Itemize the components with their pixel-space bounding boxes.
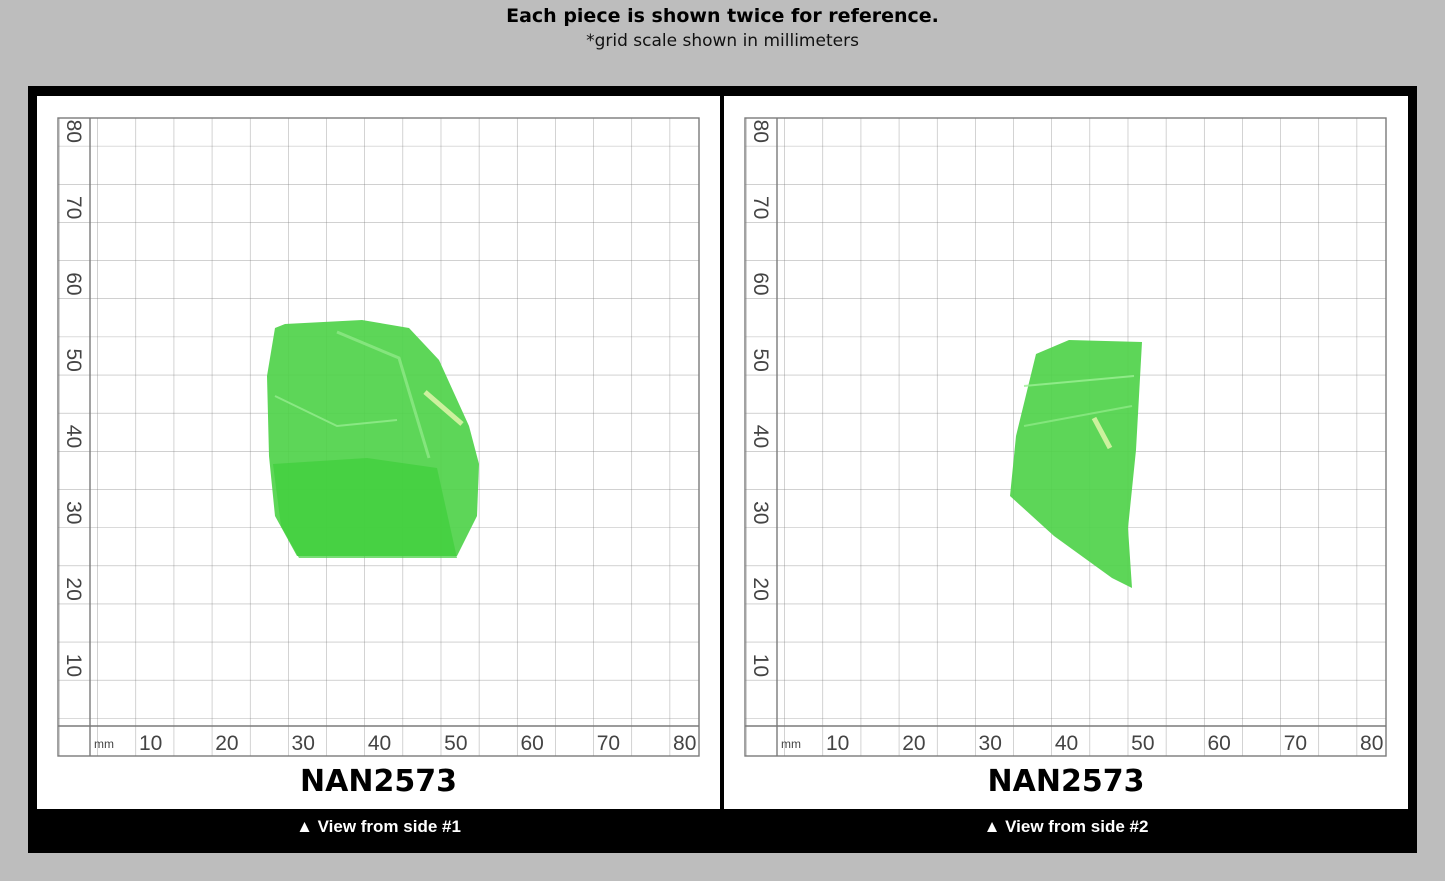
y-tick-label: 60	[62, 272, 85, 295]
x-tick-label: 50	[444, 732, 467, 755]
y-tick-label: 60	[749, 272, 772, 295]
specimen-side-1	[267, 320, 479, 558]
x-tick-label: 60	[520, 732, 543, 755]
y-tick-label: 20	[62, 577, 85, 600]
y-tick-label: 50	[62, 349, 85, 372]
y-tick-label: 40	[749, 425, 772, 448]
y-tick-label: 30	[62, 501, 85, 524]
view-caption-1: ▲ View from side #1	[296, 817, 461, 836]
x-tick-label: 20	[215, 732, 238, 755]
x-tick-label: 70	[597, 732, 620, 755]
x-tick-label: 80	[1360, 732, 1383, 755]
x-tick-label: 30	[979, 732, 1002, 755]
x-tick-label: 20	[902, 732, 925, 755]
y-tick-label: 10	[62, 654, 85, 677]
specimen-code-2: NAN2573	[987, 764, 1145, 799]
y-tick-label: 10	[749, 654, 772, 677]
unit-label: mm	[781, 737, 801, 751]
specimen-side-2	[1010, 340, 1142, 588]
x-tick-label: 10	[826, 732, 849, 755]
y-tick-label: 20	[749, 577, 772, 600]
x-tick-label: 10	[139, 732, 162, 755]
y-tick-label: 70	[62, 196, 85, 219]
specimen-code-1: NAN2573	[300, 764, 457, 799]
header-title: Each piece is shown twice for reference.	[506, 5, 939, 27]
y-tick-label: 70	[749, 196, 772, 219]
y-tick-label: 80	[62, 120, 85, 143]
x-tick-label: 60	[1207, 732, 1230, 755]
view-panel-2: 10 20 30 40 50 60 70 80 80 70 60 50 40 30 20 10 mm	[724, 96, 1408, 809]
grid-chart-1: 10 20 30 40 50 60 70 80 80 70 60 50 40 30 20 10 mm	[57, 117, 700, 757]
view-caption-2: ▲ View from side #2	[983, 817, 1149, 836]
y-tick-label: 80	[749, 120, 772, 143]
x-tick-label: 40	[368, 732, 391, 755]
x-tick-label: 50	[1131, 732, 1154, 755]
grid-chart-2: 10 20 30 40 50 60 70 80 80 70 60 50 40 30 20 10 mm	[744, 117, 1387, 757]
x-tick-label: 80	[673, 732, 696, 755]
view-panel-1: 10 20 30 40 50 60 70 80 80 70 60 50 40 30 20 10 mm	[37, 96, 720, 809]
y-tick-label: 50	[749, 349, 772, 372]
x-tick-label: 30	[292, 732, 315, 755]
y-tick-label: 40	[62, 425, 85, 448]
x-tick-label: 40	[1055, 732, 1078, 755]
x-tick-label: 70	[1284, 732, 1307, 755]
y-tick-label: 30	[749, 501, 772, 524]
header-subtitle: *grid scale shown in millimeters	[586, 31, 859, 51]
unit-label: mm	[94, 737, 114, 751]
